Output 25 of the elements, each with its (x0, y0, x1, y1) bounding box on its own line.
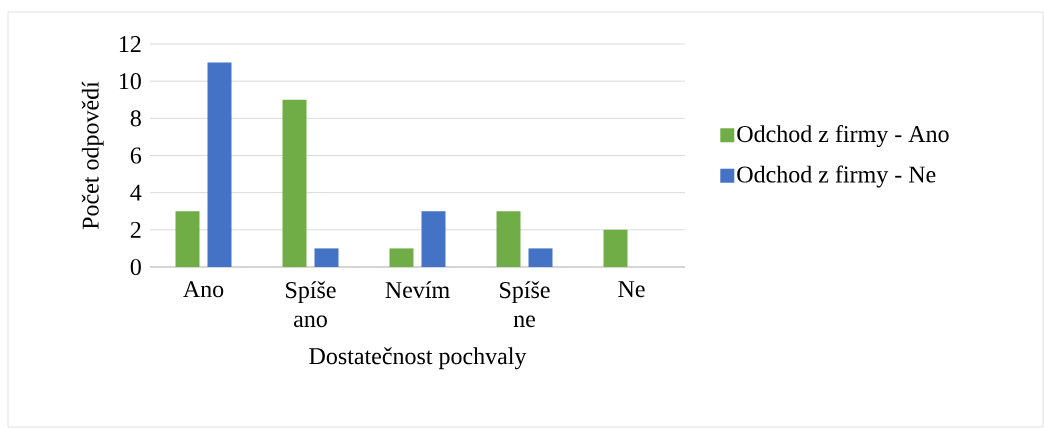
bar (314, 248, 339, 267)
y-tick-label: 4 (130, 184, 142, 201)
x-tick-label: Spíše ano (286, 281, 336, 328)
y-tick-label: 6 (130, 147, 142, 164)
y-tick-label: 8 (130, 110, 141, 127)
x-tick-label: Ne (618, 281, 645, 298)
legend-label: Odchod z firmy - Ne (737, 165, 936, 188)
y-tick-label: 12 (119, 36, 141, 52)
bar (175, 211, 200, 267)
x-axis-title: Dostatečnost pochvaly (309, 347, 527, 370)
bar (528, 248, 553, 267)
y-tick-label: 2 (130, 221, 141, 238)
legend-label: Odchod z firmy - Ano (737, 125, 949, 148)
bar (389, 248, 414, 267)
bar (496, 211, 521, 267)
y-tick-label: 0 (130, 258, 141, 276)
y-axis-title: Počet odpovědí (81, 81, 104, 230)
bar (603, 229, 628, 267)
x-tick-label: Nevím (385, 281, 450, 299)
bar (282, 99, 307, 267)
y-tick-label: 10 (119, 73, 141, 90)
bar (421, 211, 446, 267)
bar (207, 62, 232, 267)
x-tick-label: Spíše ne (500, 281, 550, 328)
x-tick-label: Ano (183, 281, 224, 298)
